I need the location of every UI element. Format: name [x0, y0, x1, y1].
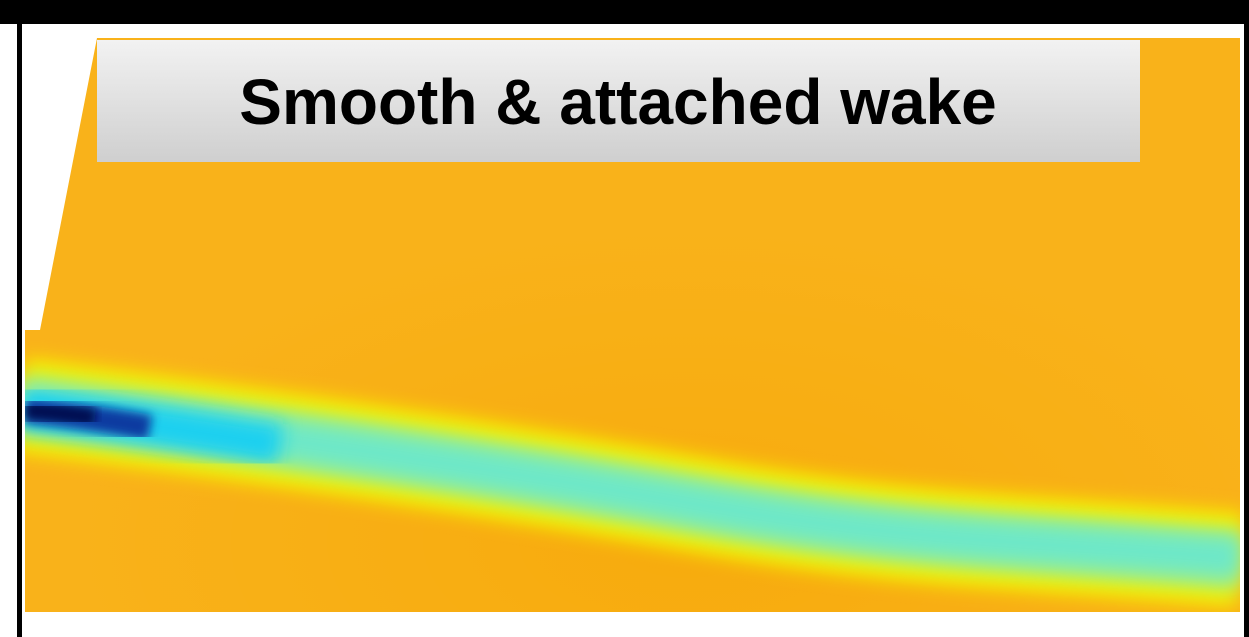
frame-left [17, 0, 22, 637]
figure: Smooth & attached wake [0, 0, 1249, 637]
title: Smooth & attached wake [239, 66, 997, 138]
frame-right [1244, 0, 1249, 637]
frame-top [0, 0, 1249, 24]
page: Smooth & attached wake (() => { const da… [0, 0, 1249, 637]
